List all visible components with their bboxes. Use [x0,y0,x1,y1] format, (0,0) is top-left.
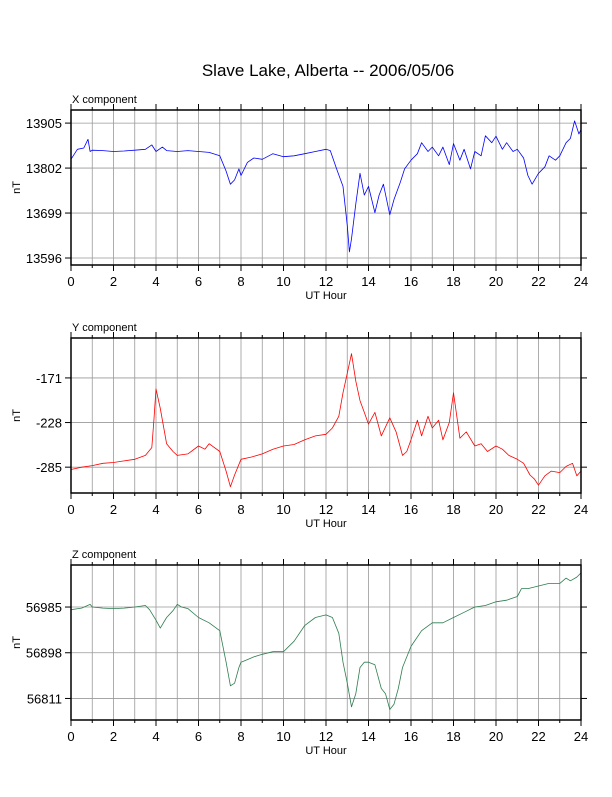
z-x-tick-label: 4 [152,729,159,744]
z-x-tick-label: 18 [446,729,460,744]
z-y-tick-label: 56985 [26,600,62,615]
x-panel-label: X component [72,94,137,106]
y-x-tick-label: 2 [110,502,117,517]
y-x-tick-label: 4 [152,502,159,517]
z-x-tick-label: 8 [237,729,244,744]
y-x-tick-label: 14 [361,502,375,517]
x-y-tick-label: 13905 [26,116,62,131]
x-x-tick-label: 16 [404,274,418,289]
x-x-tick-label: 12 [319,274,333,289]
x-x-tick-label: 2 [110,274,117,289]
y-series-line [70,353,582,488]
z-x-tick-label: 24 [574,729,588,744]
z-x-tick-label: 2 [110,729,117,744]
y-y-tick-label: -285 [36,460,62,475]
z-series-line [70,572,582,710]
y-x-tick-label: 20 [489,502,503,517]
z-panel-label: Z component [72,549,136,561]
y-x-axis-title: UT Hour [305,518,347,530]
x-x-tick-label: 6 [195,274,202,289]
x-x-tick-label: 22 [531,274,545,289]
x-x-tick-label: 24 [574,274,588,289]
z-x-tick-label: 6 [195,729,202,744]
x-y-tick-label: 13802 [26,161,62,176]
y-x-tick-label: 16 [404,502,418,517]
x-x-tick-label: 20 [489,274,503,289]
z-x-tick-label: 0 [67,729,74,744]
x-x-tick-label: 4 [152,274,159,289]
y-x-tick-label: 10 [276,502,290,517]
z-y-tick-label: 56811 [27,691,62,706]
x-x-tick-label: 0 [67,274,74,289]
x-y-axis-title: nT [11,181,23,194]
z-x-tick-label: 10 [276,729,290,744]
y-y-tick-label: -228 [36,416,62,431]
z-y-axis-title: nT [11,636,23,649]
x-x-tick-label: 18 [446,274,460,289]
x-x-tick-label: 14 [361,274,375,289]
z-x-axis-title: UT Hour [305,745,347,757]
x-x-axis-title: UT Hour [305,290,347,302]
z-x-tick-label: 12 [319,729,333,744]
y-panel-label: Y component [72,322,137,334]
y-x-tick-label: 24 [574,502,588,517]
y-x-tick-label: 0 [67,502,74,517]
y-x-tick-label: 12 [319,502,333,517]
y-x-tick-label: 8 [237,502,244,517]
z-x-tick-label: 20 [489,729,503,744]
x-y-tick-label: 13596 [26,251,62,266]
y-y-tick-label: -171 [36,371,62,386]
z-x-tick-label: 22 [531,729,545,744]
x-y-tick-label: 13699 [26,206,62,221]
chart-title: Slave Lake, Alberta -- 2006/05/06 [202,61,454,80]
z-x-tick-label: 14 [361,729,375,744]
z-x-tick-label: 16 [404,729,418,744]
y-x-tick-label: 6 [195,502,202,517]
x-series-line [70,120,582,253]
y-x-tick-label: 18 [446,502,460,517]
x-x-tick-label: 8 [237,274,244,289]
y-x-tick-label: 22 [531,502,545,517]
x-x-tick-label: 10 [276,274,290,289]
y-y-axis-title: nT [11,409,23,422]
z-y-tick-label: 56898 [26,646,62,661]
